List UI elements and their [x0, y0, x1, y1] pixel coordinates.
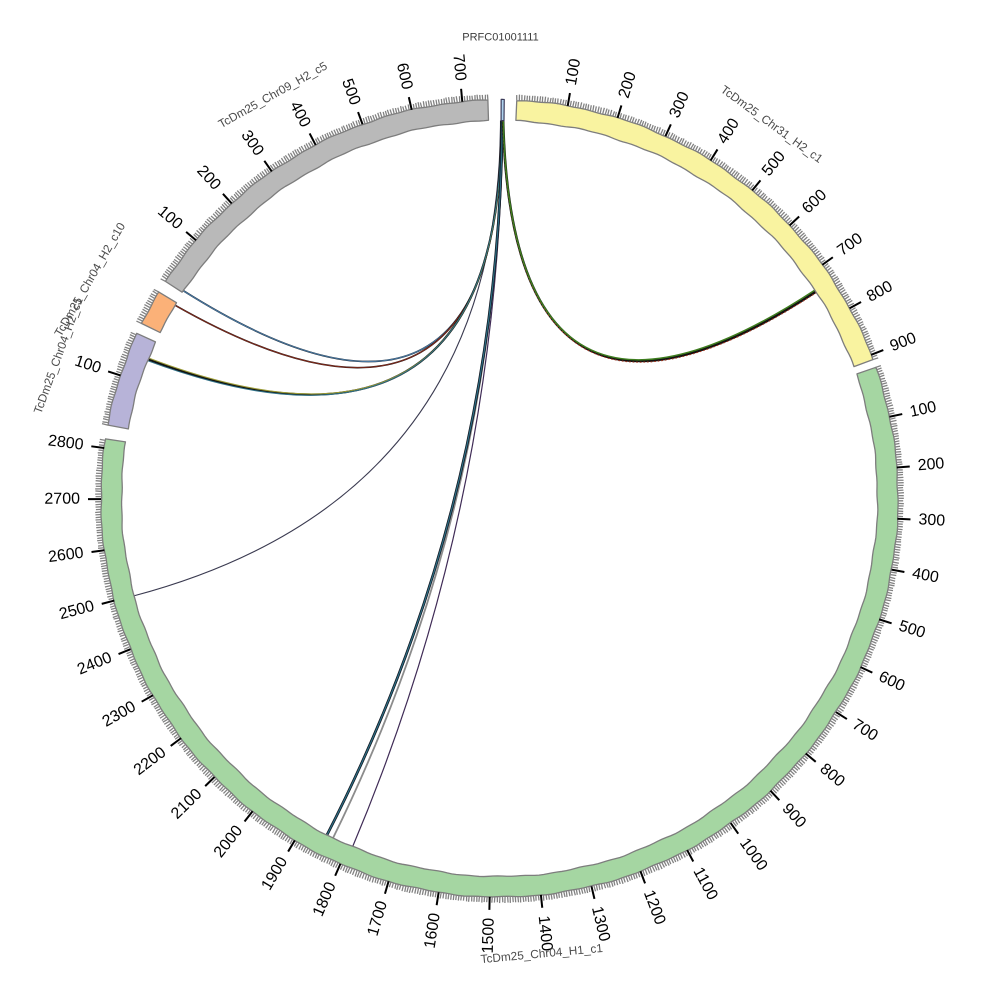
svg-text:2600: 2600: [47, 545, 85, 566]
svg-text:700: 700: [449, 53, 468, 81]
svg-text:2700: 2700: [44, 491, 80, 508]
svg-text:600: 600: [393, 61, 415, 91]
svg-text:200: 200: [917, 455, 945, 474]
svg-text:300: 300: [918, 511, 946, 529]
svg-text:1600: 1600: [422, 912, 444, 950]
svg-text:2800: 2800: [47, 432, 85, 453]
svg-text:100: 100: [908, 399, 938, 421]
svg-text:1400: 1400: [535, 915, 556, 952]
svg-text:400: 400: [911, 565, 940, 587]
svg-text:100: 100: [563, 57, 584, 86]
svg-text:1500: 1500: [480, 918, 498, 954]
svg-text:PRFC01001111: PRFC01001111: [462, 32, 538, 44]
